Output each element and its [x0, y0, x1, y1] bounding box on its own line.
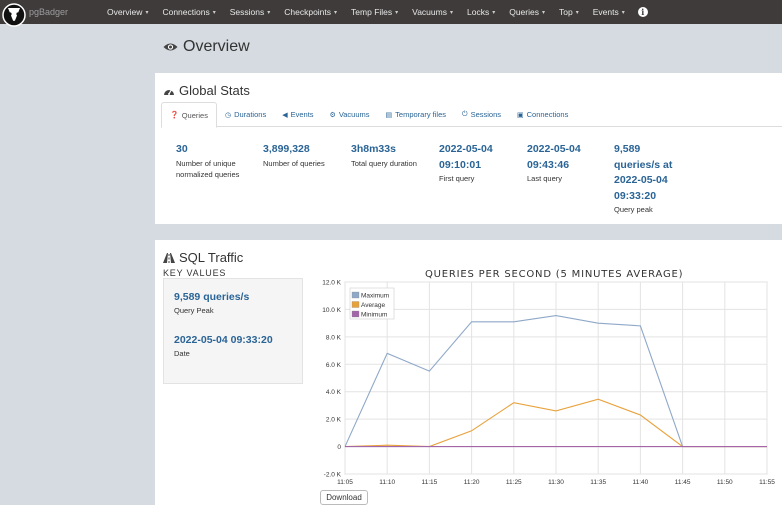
- caret-down-icon: ▾: [145, 9, 149, 16]
- road-icon: [163, 252, 175, 263]
- nav-locks[interactable]: Locks ▾: [466, 7, 496, 17]
- tab-vacuums[interactable]: ⚙ Vacuums: [329, 110, 370, 119]
- global-stats-tabs: ❓ Queries ◷ Durations ◀ Events ⚙ Vacuums ▤ Te…: [161, 102, 782, 128]
- x-tick-label: 11:25: [506, 479, 522, 486]
- info-icon[interactable]: i: [637, 7, 648, 17]
- brand-text: pgBadger: [29, 7, 69, 17]
- x-tick-label: 11:40: [633, 479, 649, 486]
- y-tick-label: 2.0 K: [326, 417, 342, 424]
- caret-down-icon: ▾: [575, 9, 579, 16]
- stat-query-peak: 9,589 queries/s at 2022-05-04 09:33:20 Q…: [614, 143, 673, 214]
- file-icon: ▤: [385, 111, 393, 119]
- global-stats-heading: Global Stats: [163, 83, 250, 98]
- question-icon: ❓: [170, 112, 179, 119]
- nav-connections[interactable]: Connections ▾: [162, 7, 216, 17]
- tab-durations[interactable]: ◷ Durations: [224, 110, 267, 119]
- tab-queries[interactable]: ❓ Queries: [161, 102, 217, 128]
- connection-icon: ▣: [517, 111, 524, 119]
- nav-overview[interactable]: Overview ▾: [107, 7, 149, 17]
- y-tick-label: 0: [337, 444, 341, 451]
- tab-sessions[interactable]: ⏻ Sessions: [462, 110, 501, 119]
- stat-number-of-queries: 3,899,328 Number of queries: [263, 143, 325, 168]
- nav-top[interactable]: Top ▾: [559, 7, 579, 17]
- nav-temp-files[interactable]: Temp Files ▾: [351, 7, 399, 17]
- legend-label: Maximum: [361, 293, 389, 300]
- cogs-icon: ⚙: [329, 111, 336, 119]
- x-tick-label: 11:20: [464, 479, 480, 486]
- query-peak-label: Query Peak: [174, 306, 214, 315]
- navbar: pgBadger Overview ▾ Connections ▾ Sessions…: [0, 0, 782, 27]
- y-tick-label: 10.0 K: [322, 307, 341, 314]
- x-tick-label: 11:45: [675, 479, 691, 486]
- tab-connections[interactable]: ▣ Connections: [517, 110, 569, 119]
- legend-label: Average: [361, 302, 385, 309]
- x-tick-label: 11:05: [337, 479, 353, 486]
- caret-down-icon: ▾: [449, 9, 453, 16]
- queries-per-second-chart: 12.0 K10.0 K8.0 K6.0 K4.0 K2.0 K0-2.0 K1…: [322, 280, 775, 487]
- bullhorn-icon: ◀: [282, 111, 288, 119]
- chart-title: QUERIES PER SECOND (5 MINUTES AVERAGE): [425, 269, 684, 280]
- y-tick-label: 4.0 K: [326, 389, 342, 396]
- tab-temporary-files[interactable]: ▤ Temporary files: [385, 110, 447, 119]
- y-tick-label: 8.0 K: [326, 334, 342, 341]
- clock-icon: ◷: [224, 111, 232, 119]
- nav-events[interactable]: Events ▾: [592, 7, 625, 17]
- nav-vacuums[interactable]: Vacuums ▾: [412, 7, 453, 17]
- x-tick-label: 11:35: [590, 479, 606, 486]
- legend-swatch: [351, 291, 360, 299]
- x-tick-label: 11:15: [422, 479, 438, 486]
- y-tick-label: 6.0 K: [326, 362, 342, 369]
- key-values-box: 9,589 queries/s Query Peak 2022-05-04 09…: [163, 278, 303, 384]
- tab-events[interactable]: ◀ Events: [282, 110, 314, 119]
- peak-date-value: 2022-05-04 09:33:20: [174, 334, 273, 346]
- brand-link[interactable]: pgBadger: [0, 0, 100, 27]
- caret-down-icon: ▾: [212, 9, 216, 16]
- legend-label: Minimum: [361, 312, 387, 319]
- stat-total-duration: 3h8m33s Total query duration: [351, 143, 417, 168]
- y-tick-label: -2.0 K: [324, 472, 342, 479]
- page-title-text: Overview: [183, 38, 250, 55]
- caret-down-icon: ▾: [621, 9, 625, 16]
- caret-down-icon: ▾: [492, 9, 496, 16]
- caret-down-icon: ▾: [267, 9, 271, 16]
- query-peak-value: 9,589 queries/s: [174, 291, 250, 303]
- x-tick-label: 11:30: [548, 479, 564, 486]
- sql-traffic-heading: SQL Traffic: [163, 250, 243, 265]
- y-tick-label: 12.0 K: [322, 280, 341, 287]
- page-title: Overview: [163, 38, 250, 56]
- key-values-title: KEY VALUES: [163, 268, 227, 278]
- nav-checkpoints[interactable]: Checkpoints ▾: [284, 7, 338, 17]
- nav-sessions[interactable]: Sessions ▾: [229, 7, 271, 17]
- x-tick-label: 11:55: [759, 479, 775, 486]
- badger-logo-icon: [2, 3, 26, 27]
- x-tick-label: 11:50: [717, 479, 733, 486]
- x-tick-label: 11:10: [379, 479, 395, 486]
- dashboard-icon: [164, 88, 174, 95]
- caret-down-icon: ▾: [541, 9, 545, 16]
- caret-down-icon: ▾: [334, 9, 338, 16]
- caret-down-icon: ▾: [395, 9, 399, 16]
- stat-first-query: 2022-05-04 09:10:01 First query: [439, 143, 493, 183]
- nav-queries[interactable]: Queries ▾: [509, 7, 545, 17]
- stat-unique-queries: 30 Number of unique normalized queries: [176, 143, 240, 179]
- legend-swatch: [351, 310, 360, 318]
- legend-swatch: [351, 301, 360, 308]
- global-stats-panel: Global Stats ❓ Queries ◷ Durations ◀ Events…: [155, 73, 782, 224]
- stat-last-query: 2022-05-04 09:43:46 Last query: [527, 143, 581, 183]
- power-icon: ⏻: [462, 110, 468, 118]
- eye-icon: [163, 43, 178, 51]
- peak-date-label: Date: [174, 349, 190, 358]
